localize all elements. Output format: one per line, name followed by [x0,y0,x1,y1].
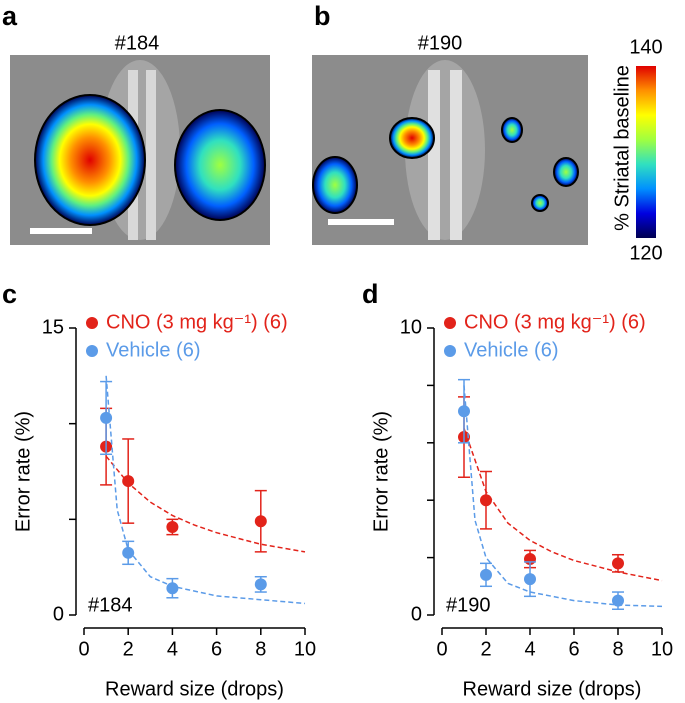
legend-marker [444,345,456,357]
point [166,520,179,533]
fit-curve [105,455,306,553]
point [612,594,624,607]
annotation: #184 [88,594,133,616]
colorbar-label: % Striatal baseline [611,65,633,231]
y-tick-label: 0 [53,603,64,625]
panel-label: d [362,279,379,309]
point [524,573,536,586]
colorbar-tick-label: 120 [629,242,662,264]
point [480,568,492,581]
panel-label: c [2,279,17,309]
x-tick-label: 2 [480,638,491,660]
x-tick-label: 10 [651,638,673,660]
x-tick-label: 10 [294,638,316,660]
x-axis-label: Reward size (drops) [105,678,284,700]
y-tick-label: 15 [42,316,64,338]
x-tick-label: 6 [568,638,579,660]
x-tick-label: 6 [211,638,222,660]
legend-marker [86,317,98,329]
point [612,557,624,570]
legend-marker [86,345,98,357]
point [100,411,113,424]
annotation: #190 [446,594,491,616]
y-axis-label: Error rate (%) [12,411,34,532]
point [122,546,135,559]
x-tick-label: 4 [524,638,535,660]
x-tick-label: 8 [612,638,623,660]
legend-marker [444,317,456,329]
fit-curve [463,428,663,582]
panel-label: a [2,1,18,31]
legend-label: Vehicle (6) [464,339,559,361]
x-tick-label: 2 [123,638,134,660]
mri-image-b [312,55,588,245]
colorbar-tick-label: 140 [629,36,662,58]
point [122,475,135,488]
x-tick-label: 8 [255,638,266,660]
mri-image-a [10,55,270,245]
y-axis-label: Error rate (%) [370,411,392,532]
point [254,515,267,528]
legend-label: Vehicle (6) [106,339,201,361]
legend-label: CNO (3 mg kg⁻¹) (6) [106,311,288,333]
colorbar [636,66,656,238]
y-tick-label: 0 [411,603,422,625]
x-axis-label: Reward size (drops) [463,678,642,700]
point [166,582,179,595]
x-tick-label: 4 [167,638,178,660]
x-tick-label: 0 [78,638,89,660]
fit-curve [463,385,663,608]
point [480,494,492,507]
x-tick-label: 0 [436,638,447,660]
legend-label: CNO (3 mg kg⁻¹) (6) [464,311,646,333]
panel-label: b [314,1,331,31]
point [458,405,470,418]
point [254,578,267,591]
image-title: #190 [418,32,463,54]
image-title: #184 [115,32,160,54]
y-tick-label: 10 [400,316,422,338]
